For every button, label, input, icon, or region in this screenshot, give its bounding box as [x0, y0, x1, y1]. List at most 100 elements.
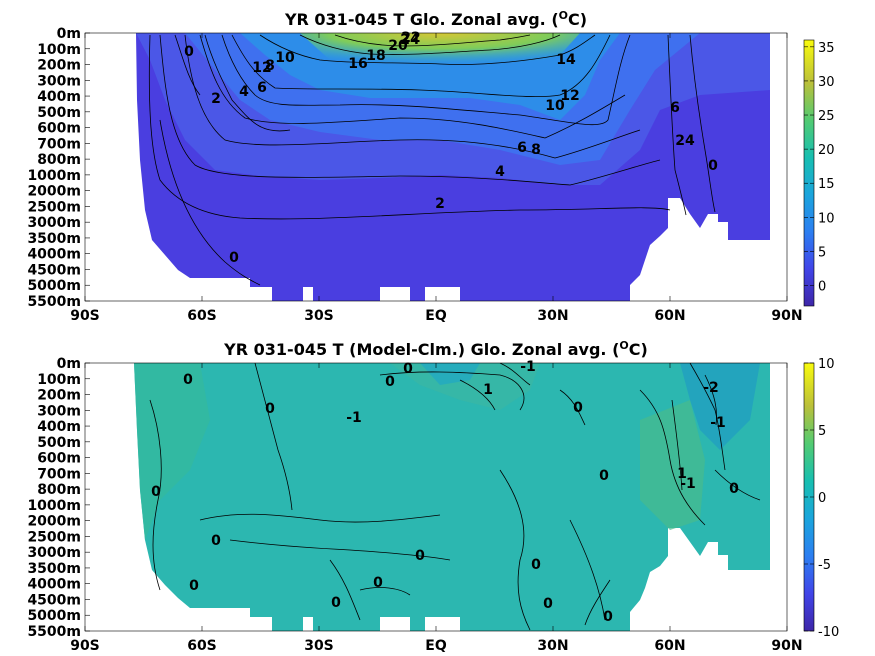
- contour-label: 0: [184, 44, 194, 60]
- contour-label: 0: [183, 372, 193, 388]
- y-tick-label: 4500m: [27, 262, 81, 278]
- colorbar-tick-label: -10: [818, 625, 839, 640]
- x-tick-label: EQ: [425, 638, 447, 654]
- contour-label: 20: [388, 38, 408, 54]
- panel1-colorbar: [803, 39, 815, 307]
- contour-label: 16: [348, 56, 367, 72]
- y-tick-label: 2500m: [27, 199, 81, 215]
- contour-label: 8: [531, 142, 541, 158]
- contour-label: 18: [366, 48, 385, 64]
- y-tick-label: 600m: [37, 451, 81, 467]
- y-tick-label: 3000m: [27, 215, 81, 231]
- contour-label: 22: [401, 30, 420, 46]
- y-tick-label: 5500m: [27, 294, 81, 310]
- y-tick-label: 800m: [37, 152, 81, 168]
- contour-label: 6: [517, 140, 527, 156]
- x-tick-label: 90N: [771, 638, 802, 654]
- anomaly-panel: YR 031-045 T (Model-Clm.) Glo. Zonal avg…: [27, 339, 839, 654]
- y-tick-label: 400m: [37, 419, 81, 435]
- x-tick-label: 60N: [654, 308, 685, 324]
- contour-label: 0: [229, 250, 239, 266]
- contour-label: 1: [677, 466, 687, 482]
- x-tick-label: 30S: [304, 638, 334, 654]
- x-tick-label: 30N: [537, 308, 568, 324]
- y-tick-label: 800m: [37, 482, 81, 498]
- contour-label: 0: [573, 400, 583, 416]
- contour-label: 0: [373, 575, 383, 591]
- contour-label: 0: [531, 557, 541, 573]
- contour-label: 0: [543, 596, 553, 612]
- y-tick-label: 2000m: [27, 184, 81, 200]
- contour-label: 0: [331, 595, 341, 611]
- y-tick-label: 0m: [57, 26, 81, 42]
- colorbar-tick-label: 0: [818, 280, 826, 295]
- contour-label: 10: [275, 50, 295, 66]
- contour-label: 0: [385, 374, 395, 390]
- y-tick-label: 5000m: [27, 278, 81, 294]
- contour-label: 0: [151, 484, 161, 500]
- colorbar-tick-label: 25: [818, 109, 835, 124]
- y-tick-label: 4000m: [27, 577, 81, 593]
- y-tick-label: 1000m: [27, 168, 81, 184]
- y-tick-label: 400m: [37, 89, 81, 105]
- x-tick-label: 60S: [187, 308, 217, 324]
- colorbar-tick-label: 10: [818, 211, 835, 226]
- contour-label: 12: [252, 60, 271, 76]
- contour-label: -2: [703, 380, 719, 396]
- contour-label: 6: [257, 80, 267, 96]
- colorbar-tick-label: 30: [818, 75, 835, 90]
- panel2-y-axis: 0m100m200m300m400m500m600m700m800m1000m2…: [27, 356, 90, 640]
- panel1-title: YR 031-045 T Glo. Zonal avg. (OC): [284, 9, 587, 29]
- colorbar-tick-label: 35: [818, 41, 835, 56]
- contour-label: 0: [599, 468, 609, 484]
- y-tick-label: 5500m: [27, 624, 81, 640]
- contour-label: 4: [495, 164, 505, 180]
- contour-label: 0: [403, 361, 413, 377]
- x-tick-label: 30S: [304, 308, 334, 324]
- y-tick-label: 600m: [37, 121, 81, 137]
- contour-label: -1: [710, 415, 726, 431]
- colorbar-tick-label: 15: [818, 177, 835, 192]
- colorbar-tick-label: 0: [818, 491, 826, 506]
- y-tick-label: 2000m: [27, 514, 81, 530]
- y-tick-label: 300m: [37, 403, 81, 419]
- panel1-field: [136, 33, 770, 301]
- y-tick-label: 3500m: [27, 231, 81, 247]
- contour-label: 24: [400, 32, 420, 48]
- contour-label: 4: [239, 84, 249, 100]
- contour-label: 0: [603, 609, 613, 625]
- panel2-field: [134, 363, 770, 631]
- x-tick-label: 90S: [70, 638, 100, 654]
- y-tick-label: 100m: [37, 42, 81, 58]
- contour-label: 0: [211, 533, 221, 549]
- contour-label: 12: [560, 88, 579, 104]
- contour-label: 14: [556, 52, 576, 68]
- colorbar-tick-label: -5: [818, 558, 831, 573]
- contour-label: 2: [211, 91, 221, 107]
- contour-label: 1: [483, 382, 493, 398]
- contour-label: 0: [189, 578, 199, 594]
- colorbar-tick-label: 5: [818, 245, 826, 260]
- y-tick-label: 700m: [37, 466, 81, 482]
- x-tick-label: 30N: [537, 638, 568, 654]
- panel2-colorbar-ticks: 10 5 0 -5 -10: [804, 357, 839, 640]
- y-tick-label: 1000m: [27, 498, 81, 514]
- contour-label: -1: [520, 359, 536, 375]
- contour-label: -1: [680, 476, 696, 492]
- panel2-ocean: [134, 363, 770, 631]
- y-tick-label: 4000m: [27, 247, 81, 263]
- contour-label: 10: [545, 98, 565, 114]
- x-tick-label: 60S: [187, 638, 217, 654]
- y-tick-label: 300m: [37, 73, 81, 89]
- panel1-x-axis: 90S 60S 30S EQ 30N 60N 90N: [70, 33, 803, 324]
- y-tick-label: 3500m: [27, 561, 81, 577]
- colorbar-tick-label: 10: [818, 357, 835, 372]
- y-tick-label: 500m: [37, 435, 81, 451]
- y-tick-label: 4500m: [27, 592, 81, 608]
- x-tick-label: EQ: [425, 308, 447, 324]
- panel1-y-axis: 0m100m200m300m400m500m600m700m800m1000m2…: [27, 26, 90, 310]
- contour-label: 6: [670, 100, 680, 116]
- contour-label: -1: [346, 410, 362, 426]
- panel2-title: YR 031-045 T (Model-Clm.) Glo. Zonal avg…: [223, 339, 648, 359]
